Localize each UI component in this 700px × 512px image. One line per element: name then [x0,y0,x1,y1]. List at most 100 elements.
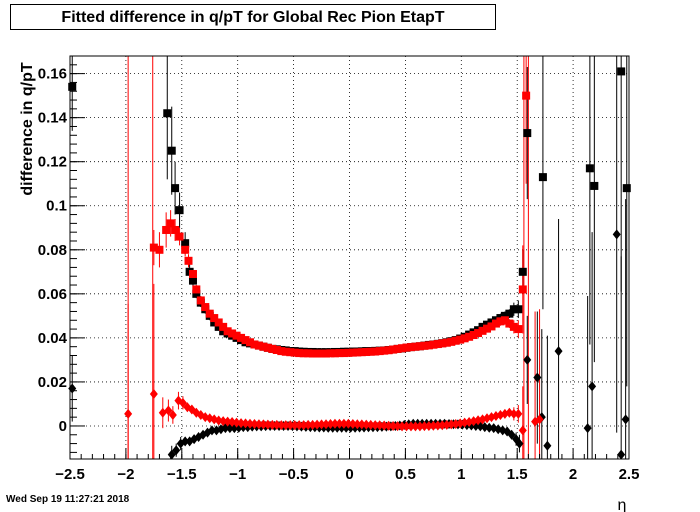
square-marker [617,67,626,76]
square-marker [590,181,599,190]
square-marker [509,322,518,331]
diamond-marker [393,421,402,432]
square-marker [219,327,228,336]
diamond-marker [402,421,411,432]
square-marker [538,173,547,182]
square-marker [474,329,483,338]
diamond-marker [272,419,281,430]
square-marker [491,319,500,328]
diamond-marker [366,419,375,430]
diamond-marker [438,420,447,431]
square-marker [308,349,317,358]
square-marker [196,296,205,305]
diamond-marker [322,419,331,430]
x-tick-label: −1 [229,466,246,483]
square-marker [487,322,496,331]
square-marker [317,349,326,358]
diamond-marker [485,422,494,433]
y-tick-label: 0 [59,418,67,435]
diamond-marker [588,381,597,392]
diamond-marker [344,418,353,429]
square-marker [478,326,487,335]
diamond-marker [313,419,322,430]
diamond-marker [245,418,254,429]
diamond-marker [172,445,181,456]
square-marker [188,270,197,279]
diamond-marker [415,421,424,432]
y-tick-label: 0.08 [38,242,67,259]
square-marker [433,340,442,349]
x-tick-label: −2 [117,466,134,483]
diamond-marker [398,421,407,432]
square-marker [205,309,214,318]
square-marker [518,267,527,276]
square-marker [465,332,474,341]
square-marker [219,322,228,331]
x-tick-label: 0.5 [395,466,416,483]
diamond-marker [335,418,344,429]
diamond-marker [554,346,563,357]
square-marker [326,349,335,358]
x-tick-label: 1 [457,466,465,483]
square-marker [237,333,246,342]
square-marker [518,285,527,294]
square-marker [281,347,290,356]
square-marker [295,349,304,358]
diamond-marker [281,420,290,431]
diamond-marker [317,419,326,430]
diamond-marker [424,420,433,431]
square-marker [171,225,180,234]
square-marker [469,331,478,340]
square-marker [268,344,277,353]
axes: −2.5 −2 −1.5 −1 −0.5 0 0.5 1 1.5 2 2.5 0 0.02 0.04 0.0… [38,64,640,483]
square-marker [389,345,398,354]
square-marker [402,343,411,352]
square-marker [162,225,171,234]
diamond-marker [308,419,317,430]
square-marker [415,342,424,351]
square-marker [384,346,393,355]
square-marker [277,347,286,356]
square-marker [181,239,190,248]
diamond-marker [254,419,263,430]
chart-title: Fitted difference in q/pT for Global Rec… [61,9,445,26]
x-tick-label: 2.5 [619,466,640,483]
square-marker [184,256,193,265]
square-marker [483,324,492,333]
x-tick-label: −1.5 [167,466,197,483]
diamond-marker [389,420,398,431]
square-marker [163,109,172,118]
square-marker [353,348,362,357]
diamond-marker [420,421,429,432]
diamond-marker [384,420,393,431]
diamond-marker [509,408,518,419]
square-marker [398,344,407,353]
diamond-marker [505,407,514,418]
y-tick-label: 0.04 [38,330,68,347]
diamond-marker [411,421,420,432]
diamond-marker [447,419,456,430]
square-marker [514,305,523,314]
diamond-marker [535,414,544,425]
square-marker [241,336,250,345]
diamond-marker [371,420,380,431]
square-marker [371,347,380,356]
square-marker [505,309,514,318]
square-marker [214,322,223,331]
diamond-marker [241,418,250,429]
square-marker [149,243,158,252]
square-marker [263,343,272,352]
diamond-marker [277,420,286,431]
diamond-marker [326,418,335,429]
square-marker [447,337,456,346]
x-tick-label: −0.5 [279,466,309,483]
y-tick-label: 0.16 [38,66,67,83]
diamond-marker [286,420,295,431]
diamond-marker [433,420,442,431]
square-marker [348,348,357,357]
diamond-marker [380,420,389,431]
y-tick-label: 0.02 [38,374,67,391]
square-marker [442,338,451,347]
square-marker [522,91,531,100]
